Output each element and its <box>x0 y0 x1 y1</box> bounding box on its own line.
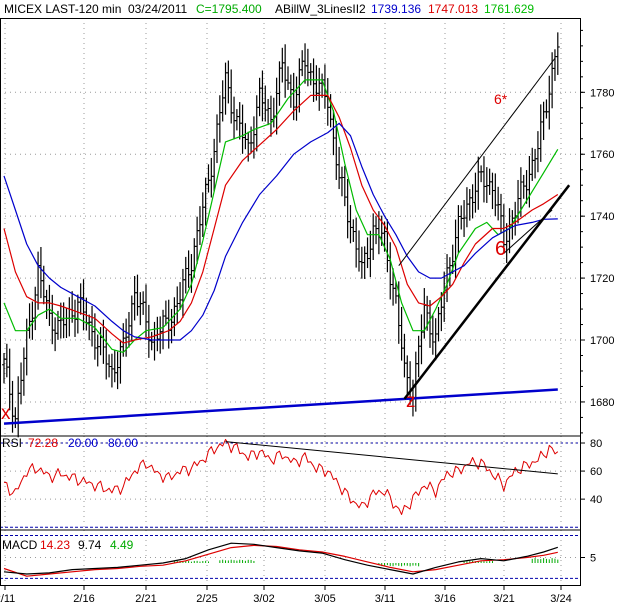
close-value-label: C=1795.400 <box>196 2 262 16</box>
x-tick-label: 2/11 <box>0 593 15 605</box>
x-tick-label: 3/02 <box>253 593 274 605</box>
wave-z-label: z <box>406 391 416 412</box>
rsi-lower-level: 20.00 <box>68 436 98 450</box>
wave-6-label: 6 <box>495 238 506 260</box>
price-y-tick-label: 1680 <box>590 397 614 409</box>
rsi-y-tick-label: 60 <box>590 466 602 478</box>
rsi-upper-level: 80.00 <box>108 436 138 450</box>
rsi-y-tick-label: 40 <box>590 494 602 506</box>
symbol-label: MICEX LAST-120 min <box>4 2 121 16</box>
study-value-1: 1739.136 <box>371 2 421 16</box>
x-tick-label: 3/21 <box>493 593 514 605</box>
frame-layer <box>0 18 581 586</box>
macd-signal-value: 9.74 <box>78 538 102 552</box>
study-name-label: ABillW_3LinesII2 <box>275 2 366 16</box>
price-y-tick-label: 1780 <box>590 87 614 99</box>
axis-layer: 1680 1700 1720 1740 1760 1780 2/11 2/16 2/21 2/25… <box>0 29 614 605</box>
date-label: 03/24/2011 <box>128 2 187 16</box>
wave-x-label: x <box>1 403 11 424</box>
x-tick-label: 2/21 <box>135 593 156 605</box>
moving-average-green <box>3 79 559 353</box>
target-6star-label: 6* <box>494 91 508 107</box>
price-y-tick-label: 1720 <box>590 273 614 285</box>
rsi-y-tick-label: 80 <box>590 438 602 450</box>
trend-line-support <box>3 388 558 425</box>
moving-average-red <box>3 94 559 344</box>
price-y-tick-label: 1700 <box>590 335 614 347</box>
macd-value: 14.23 <box>40 538 70 552</box>
series-layer <box>2 32 571 577</box>
rsi-label: RSI <box>2 436 22 450</box>
trend-line-wedge_inner <box>503 209 553 254</box>
macd-signal-line <box>3 544 558 577</box>
rsi-trend-line <box>225 441 558 475</box>
macd-hist-value: 4.49 <box>110 538 134 552</box>
x-tick-label: 2/16 <box>73 593 94 605</box>
x-tick-label: 2/25 <box>196 593 217 605</box>
chart-frame <box>0 18 581 586</box>
price-y-tick-label: 1760 <box>590 149 614 161</box>
x-tick-label: 3/11 <box>375 593 396 605</box>
trend-line-channel_upper <box>398 57 556 267</box>
rsi-line <box>3 438 559 515</box>
rsi-value: 72.28 <box>28 436 58 450</box>
moving-average-blue <box>3 122 558 341</box>
price-y-tick-label: 1740 <box>590 211 614 223</box>
macd-line <box>3 542 558 575</box>
study-value-3: 1761.629 <box>484 2 534 16</box>
x-tick-label: 3/16 <box>434 593 455 605</box>
grid-layer <box>0 18 580 585</box>
macd-y-tick-label: 5 <box>590 553 596 565</box>
x-tick-label: 3/24 <box>550 593 571 605</box>
x-tick-label: 3/05 <box>314 593 335 605</box>
trend-line-channel_lower <box>403 184 571 400</box>
study-value-2: 1747.013 <box>428 2 478 16</box>
macd-label: MACD <box>2 538 38 552</box>
